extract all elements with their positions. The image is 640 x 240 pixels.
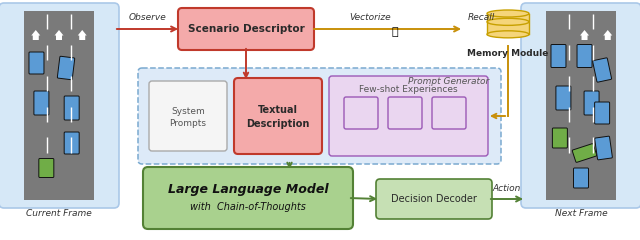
Text: Observe: Observe	[129, 13, 166, 22]
FancyBboxPatch shape	[64, 132, 79, 154]
FancyBboxPatch shape	[593, 58, 612, 82]
Text: 🔑: 🔑	[392, 27, 398, 37]
Text: Textual: Textual	[258, 105, 298, 115]
Ellipse shape	[487, 18, 529, 25]
Text: Decision Decoder: Decision Decoder	[391, 194, 477, 204]
Text: Prompts: Prompts	[170, 119, 207, 127]
Text: Current Frame: Current Frame	[26, 209, 92, 218]
FancyBboxPatch shape	[551, 44, 566, 67]
FancyBboxPatch shape	[29, 52, 44, 74]
FancyBboxPatch shape	[432, 97, 466, 129]
FancyBboxPatch shape	[573, 168, 589, 188]
FancyBboxPatch shape	[376, 179, 492, 219]
Text: Description: Description	[246, 119, 310, 129]
Text: Recall: Recall	[468, 13, 495, 22]
FancyBboxPatch shape	[64, 96, 79, 120]
Text: with  Chain-of-Thoughts: with Chain-of-Thoughts	[190, 202, 306, 212]
Ellipse shape	[487, 10, 529, 17]
FancyArrow shape	[54, 30, 63, 40]
FancyBboxPatch shape	[577, 44, 592, 67]
FancyBboxPatch shape	[138, 68, 501, 164]
Bar	[546, 11, 616, 200]
FancyBboxPatch shape	[178, 8, 314, 50]
Text: Vectorize: Vectorize	[349, 13, 391, 22]
Text: System: System	[171, 107, 205, 115]
Text: Action: Action	[493, 184, 521, 193]
FancyBboxPatch shape	[388, 97, 422, 129]
FancyBboxPatch shape	[595, 136, 612, 160]
Text: Memory Module: Memory Module	[467, 49, 548, 58]
FancyBboxPatch shape	[595, 102, 610, 124]
Ellipse shape	[487, 31, 529, 38]
FancyBboxPatch shape	[329, 76, 488, 156]
FancyArrow shape	[77, 30, 87, 40]
FancyBboxPatch shape	[234, 78, 322, 154]
Text: Large Language Model: Large Language Model	[168, 182, 328, 196]
FancyBboxPatch shape	[572, 144, 596, 162]
FancyBboxPatch shape	[39, 158, 54, 178]
Bar	[24, 11, 94, 200]
FancyBboxPatch shape	[149, 81, 227, 151]
Text: Few-shot Experiences: Few-shot Experiences	[359, 84, 458, 94]
Text: Scenario Descriptor: Scenario Descriptor	[188, 24, 305, 34]
FancyBboxPatch shape	[0, 3, 119, 208]
Bar	[487, 13, 529, 34]
FancyBboxPatch shape	[552, 128, 568, 148]
FancyArrow shape	[604, 30, 612, 40]
Text: Next Frame: Next Frame	[555, 209, 607, 218]
FancyBboxPatch shape	[344, 97, 378, 129]
FancyBboxPatch shape	[556, 86, 571, 110]
FancyBboxPatch shape	[143, 167, 353, 229]
FancyBboxPatch shape	[58, 56, 75, 80]
FancyBboxPatch shape	[521, 3, 640, 208]
FancyBboxPatch shape	[34, 91, 49, 115]
FancyArrow shape	[580, 30, 589, 40]
FancyBboxPatch shape	[584, 91, 599, 115]
Text: Prompt Generator: Prompt Generator	[408, 77, 489, 86]
FancyArrow shape	[31, 30, 40, 40]
